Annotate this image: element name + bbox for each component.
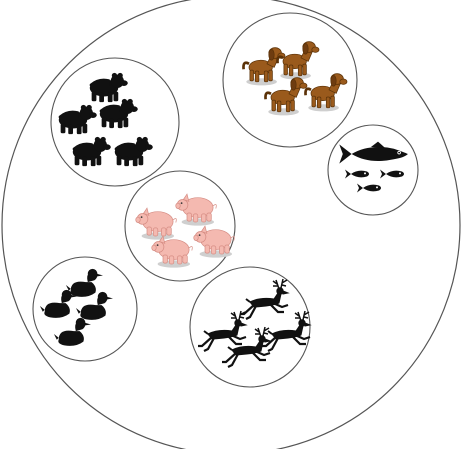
deer-set-circle	[189, 266, 311, 388]
fish-set	[327, 124, 419, 216]
deer-set	[189, 266, 312, 388]
dogs-set	[222, 12, 358, 148]
ducks-set	[32, 256, 138, 362]
pigs-set	[124, 170, 236, 282]
fish-set-circle	[327, 124, 419, 216]
bears-set	[50, 57, 180, 187]
dogs-set-circle	[222, 12, 358, 148]
